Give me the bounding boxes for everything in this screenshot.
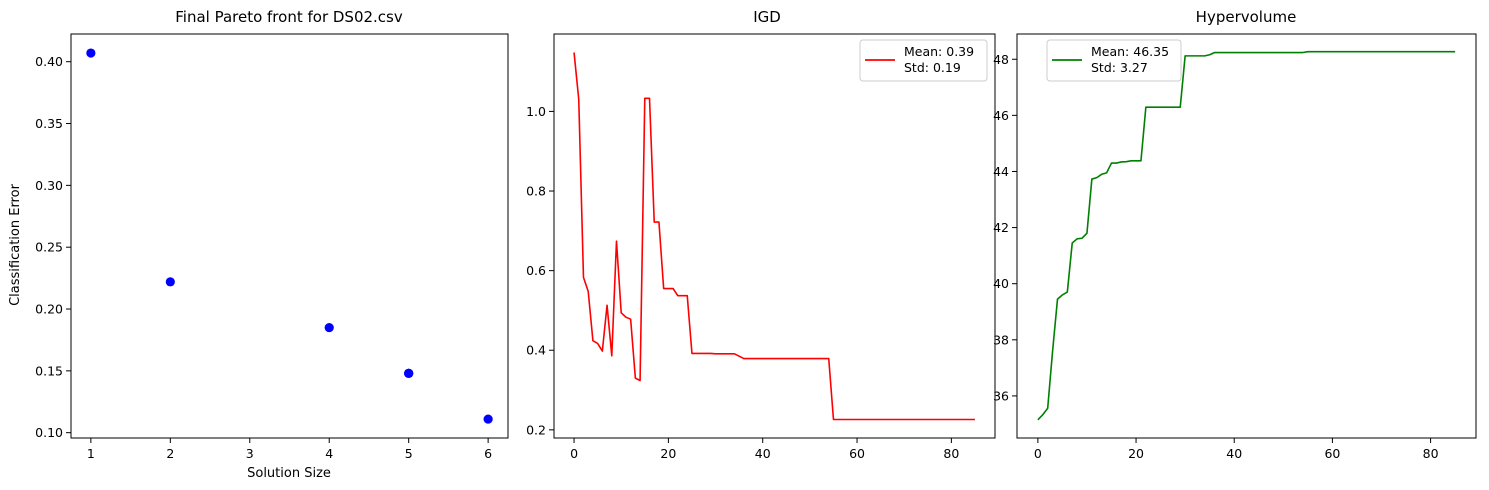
hypervolume-panel: Hypervolume 0 20 40 60 80 36 38 40 42 44 46 48 Mean… bbox=[993, 8, 1477, 461]
pareto-front-ytick-label: 0.30 bbox=[35, 178, 63, 193]
hypervolume-title: Hypervolume bbox=[1196, 8, 1297, 26]
pareto-front-ytick-label: 0.10 bbox=[35, 425, 63, 440]
pareto-point bbox=[165, 277, 175, 287]
hypervolume-axes-frame bbox=[1016, 33, 1477, 439]
hypervolume-ytick-label: 44 bbox=[993, 164, 1009, 179]
hypervolume-xtick-label: 40 bbox=[1226, 446, 1242, 461]
pareto-front-xtick-label: 6 bbox=[484, 446, 492, 461]
pareto-front-title: Final Pareto front for DS02.csv bbox=[175, 8, 403, 26]
igd-ytick-label: 0.6 bbox=[526, 263, 546, 278]
hypervolume-xtick-label: 0 bbox=[1034, 446, 1042, 461]
hypervolume-legend-mean: Mean: 46.35 bbox=[1091, 44, 1169, 59]
hypervolume-ytick-label: 48 bbox=[993, 52, 1009, 67]
pareto-point bbox=[86, 48, 96, 58]
hypervolume-legend: Mean: 46.35 Std: 3.27 bbox=[1046, 39, 1182, 82]
igd-xtick-label: 40 bbox=[755, 446, 771, 461]
igd-legend-box bbox=[859, 39, 988, 82]
igd-legend: Mean: 0.39 Std: 0.19 bbox=[859, 39, 988, 82]
igd-panel: IGD 0 20 40 60 80 0.2 0.4 0.6 0.8 1.0 Mean: 0.39 … bbox=[526, 8, 996, 461]
igd-ytick-label: 0.4 bbox=[526, 343, 546, 358]
igd-axes-frame bbox=[553, 33, 996, 439]
hypervolume-ytick-label: 40 bbox=[993, 276, 1009, 291]
igd-legend-std: Std: 0.19 bbox=[904, 60, 961, 75]
igd-ytick-label: 0.2 bbox=[526, 422, 546, 437]
hypervolume-xtick-label: 60 bbox=[1324, 446, 1340, 461]
pareto-front-panel: Final Pareto front for DS02.csv 1 2 3 4 5 6 0.… bbox=[8, 8, 509, 481]
igd-xtick-label: 60 bbox=[849, 446, 865, 461]
hypervolume-legend-box bbox=[1046, 39, 1182, 82]
pareto-front-ytick-label: 0.35 bbox=[35, 116, 63, 131]
pareto-front-xlabel: Solution Size bbox=[247, 466, 331, 481]
igd-series-line bbox=[573, 52, 975, 421]
pareto-front-ylabel: Classification Error bbox=[8, 183, 23, 305]
hypervolume-ytick-label: 42 bbox=[993, 220, 1009, 235]
pareto-front-axes-frame bbox=[70, 33, 509, 439]
pareto-point bbox=[483, 414, 493, 424]
igd-title: IGD bbox=[753, 8, 781, 26]
hypervolume-xtick-label: 20 bbox=[1128, 446, 1144, 461]
hypervolume-ytick-label: 36 bbox=[993, 388, 1009, 403]
pareto-front-ytick-label: 0.20 bbox=[35, 302, 63, 317]
igd-ytick-label: 0.8 bbox=[526, 184, 546, 199]
pareto-front-xtick-label: 4 bbox=[325, 446, 333, 461]
hypervolume-xtick-label: 80 bbox=[1423, 446, 1439, 461]
pareto-front-ytick-label: 0.15 bbox=[35, 363, 63, 378]
igd-xtick-label: 80 bbox=[943, 446, 959, 461]
hypervolume-ytick-label: 46 bbox=[993, 108, 1009, 123]
hypervolume-series-line bbox=[1037, 50, 1456, 421]
igd-ytick-label: 1.0 bbox=[526, 104, 546, 119]
pareto-point bbox=[404, 368, 414, 378]
pareto-front-ytick-label: 0.40 bbox=[35, 54, 63, 69]
hypervolume-legend-std: Std: 3.27 bbox=[1091, 60, 1148, 75]
igd-xtick-label: 20 bbox=[660, 446, 676, 461]
pareto-point bbox=[324, 322, 334, 333]
hypervolume-ytick-label: 38 bbox=[993, 332, 1009, 347]
pareto-front-xtick-label: 1 bbox=[87, 446, 95, 461]
pareto-front-xtick-label: 2 bbox=[166, 446, 174, 461]
pareto-front-ytick-label: 0.25 bbox=[35, 240, 63, 255]
pareto-front-xtick-label: 3 bbox=[246, 446, 254, 461]
igd-legend-mean: Mean: 0.39 bbox=[904, 44, 974, 59]
pareto-front-xtick-label: 5 bbox=[405, 446, 413, 461]
igd-xtick-label: 0 bbox=[570, 446, 578, 461]
